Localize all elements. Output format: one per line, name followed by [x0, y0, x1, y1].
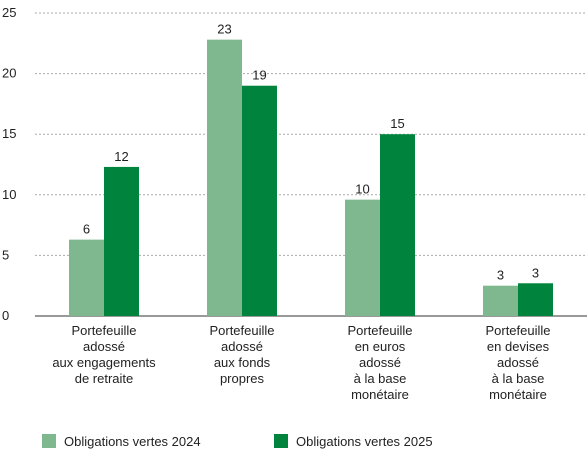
data-label: 3: [497, 268, 504, 283]
x-tick-label: Portefeuille adossé aux fonds propres: [209, 323, 274, 386]
bar: [345, 199, 380, 316]
y-tick-label: 10: [2, 187, 16, 202]
bar: [104, 166, 139, 316]
x-tick-label: Portefeuille en euros adossé à la base monét…: [347, 323, 412, 402]
bar: [207, 39, 242, 316]
data-label: 12: [114, 149, 128, 164]
data-label: 10: [355, 182, 369, 197]
legend-label: Obligations vertes 2025: [296, 434, 433, 449]
y-tick-label: 0: [2, 308, 9, 323]
bar: [380, 134, 415, 316]
x-tick-label: Portefeuille en devises adossé à la base mon…: [485, 323, 550, 402]
legend-label: Obligations vertes 2024: [64, 434, 201, 449]
y-tick-label: 25: [2, 5, 16, 20]
bar: [518, 283, 553, 316]
x-tick-label: Portefeuille adossé aux engagements de retr…: [52, 323, 156, 386]
bar: [483, 285, 518, 316]
data-label: 3: [532, 265, 539, 280]
data-label: 19: [252, 68, 266, 83]
y-tick-label: 5: [2, 247, 9, 262]
data-label: 15: [390, 116, 404, 131]
bar: [69, 239, 104, 316]
y-tick-label: 20: [2, 66, 16, 81]
legend-swatch: [42, 434, 56, 448]
data-label: 23: [217, 22, 231, 37]
y-tick-label: 15: [2, 126, 16, 141]
bar: [242, 85, 277, 316]
legend-swatch: [274, 434, 288, 448]
data-label: 6: [83, 222, 90, 237]
